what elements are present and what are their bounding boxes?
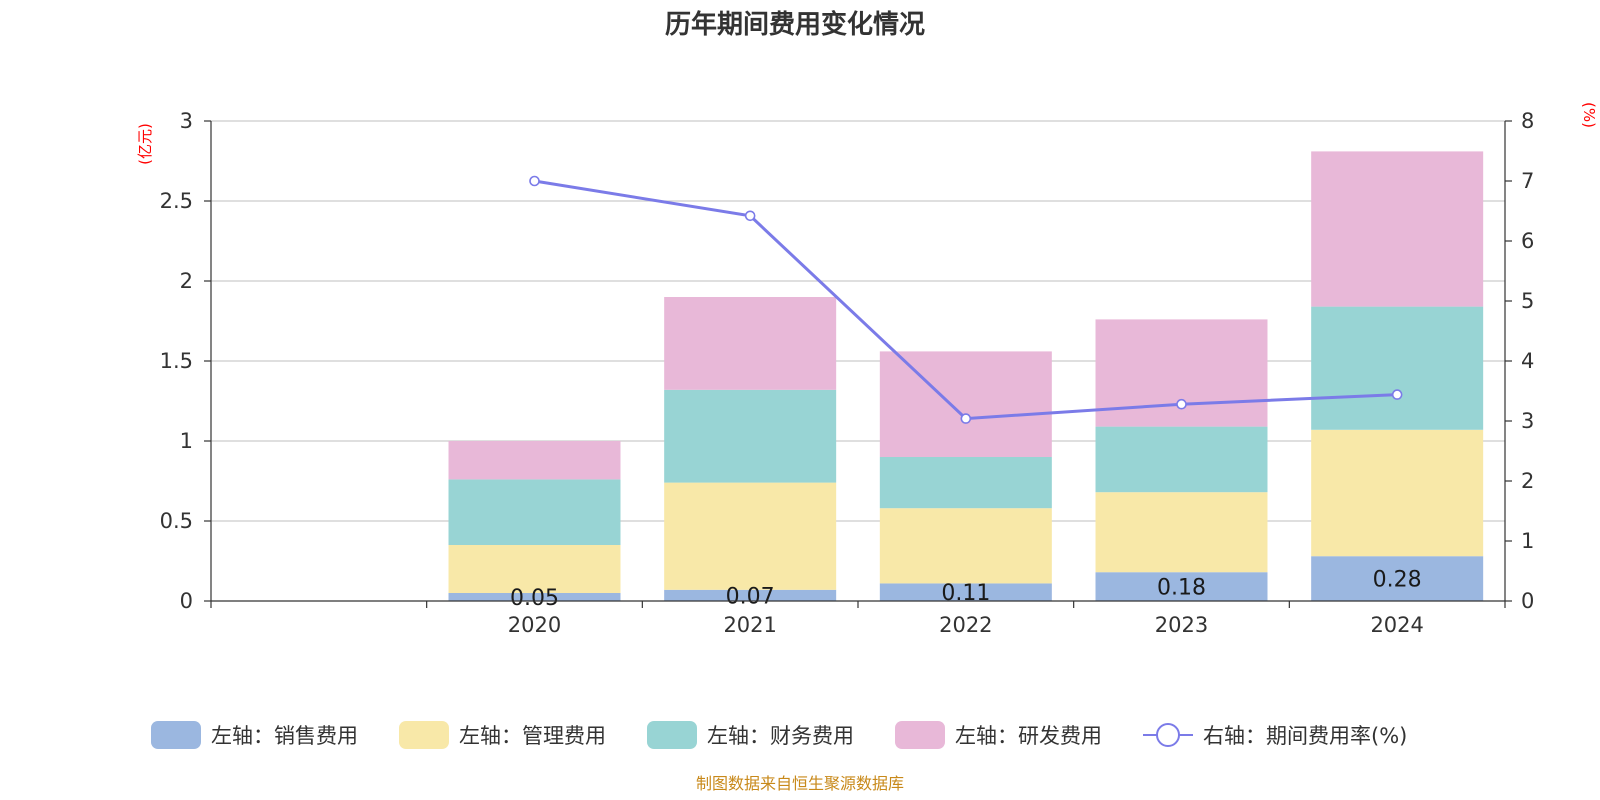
right-axis-tick-label: 3 xyxy=(1521,409,1534,433)
left-axis-tick-label: 0.5 xyxy=(160,509,193,533)
left-axis-tick-label: 1.5 xyxy=(160,349,193,373)
bar-segment xyxy=(1311,429,1484,557)
bar-labels: 0.05 0.07 0.11 0.18 0.28 xyxy=(510,568,1422,611)
bar-segment xyxy=(879,583,1052,601)
legend-label: 右轴：期间费用率(%) xyxy=(1203,724,1407,748)
right-axis-tick-label: 7 xyxy=(1521,169,1534,193)
legend: 左轴：销售费用 左轴：管理费用 左轴：财务费用 左轴：研发费用 右轴：期间费用率(%) xyxy=(151,721,1407,749)
bar-segment xyxy=(448,479,621,545)
bar-segment xyxy=(448,593,621,601)
axes: 0 0.5 1 1.5 2 2.5 3 0 1 2 3 4 5 6 7 8 2020 2021 2022 2023 20… xyxy=(160,109,1535,637)
x-axis-tick-label: 2022 xyxy=(939,613,992,637)
x-axis-tick-label: 2024 xyxy=(1370,613,1423,637)
bar-data-label: 0.28 xyxy=(1373,568,1422,593)
right-axis-tick-label: 0 xyxy=(1521,589,1534,613)
legend-label: 左轴：研发费用 xyxy=(955,724,1102,748)
bar-segment xyxy=(664,389,837,483)
bar-segment xyxy=(664,482,837,590)
left-axis-unit: (亿元) xyxy=(136,123,154,165)
legend-swatch xyxy=(895,721,945,749)
x-axis-tick-label: 2021 xyxy=(723,613,776,637)
right-axis-tick-label: 8 xyxy=(1521,109,1534,133)
legend-marker-swatch xyxy=(1156,723,1180,747)
gridlines xyxy=(211,120,1505,522)
legend-swatch xyxy=(151,721,201,749)
right-axis-unit: (%) xyxy=(1580,102,1598,128)
x-axis-tick-label: 2020 xyxy=(508,613,561,637)
bar-segment xyxy=(1311,151,1484,307)
right-axis-tick-label: 2 xyxy=(1521,469,1534,493)
right-axis-tick-label: 6 xyxy=(1521,229,1534,253)
line-point xyxy=(1391,389,1403,400)
line-series xyxy=(529,175,1403,424)
bar-data-label: 0.07 xyxy=(726,584,775,609)
right-axis-tick-label: 5 xyxy=(1521,289,1534,313)
bar-segment xyxy=(1311,306,1484,430)
bar-segment xyxy=(448,441,621,480)
bar-segment xyxy=(879,457,1052,509)
bar-segment xyxy=(664,589,837,601)
legend-label: 左轴：财务费用 xyxy=(707,724,854,748)
x-axis-tick-label: 2023 xyxy=(1155,613,1208,637)
legend-label: 左轴：销售费用 xyxy=(211,724,358,748)
bar-segment xyxy=(879,508,1052,584)
right-axis-tick-label: 4 xyxy=(1521,349,1534,373)
source-note: 制图数据来自恒生聚源数据库 xyxy=(696,774,904,793)
bars xyxy=(448,151,1484,601)
bar-data-label: 0.05 xyxy=(510,586,559,611)
line-point xyxy=(1176,398,1187,410)
line-point xyxy=(529,175,540,187)
left-axis-tick-label: 3 xyxy=(180,109,193,133)
bar-segment xyxy=(1095,426,1268,493)
bar-data-label: 0.18 xyxy=(1157,576,1206,601)
bar-segment xyxy=(1095,572,1268,601)
bar-segment xyxy=(1095,319,1268,427)
bar-segment xyxy=(1095,492,1268,573)
left-axis-tick-label: 2.5 xyxy=(160,189,193,213)
right-axis-tick-label: 1 xyxy=(1521,529,1534,553)
bar-data-label: 0.11 xyxy=(941,581,990,606)
chart-title: 历年期间费用变化情况 xyxy=(665,9,925,40)
bar-segment xyxy=(1311,556,1484,601)
line-point xyxy=(744,210,756,222)
bar-segment xyxy=(448,545,621,593)
line-point xyxy=(960,413,972,424)
bar-segment xyxy=(664,297,837,390)
left-axis-tick-label: 1 xyxy=(180,429,193,453)
legend-swatch xyxy=(399,721,449,749)
bar-segment xyxy=(879,351,1052,457)
legend-label: 左轴：管理费用 xyxy=(459,724,606,748)
legend-swatch xyxy=(647,721,697,749)
left-axis-tick-label: 0 xyxy=(180,589,193,613)
left-axis-tick-label: 2 xyxy=(180,269,193,293)
